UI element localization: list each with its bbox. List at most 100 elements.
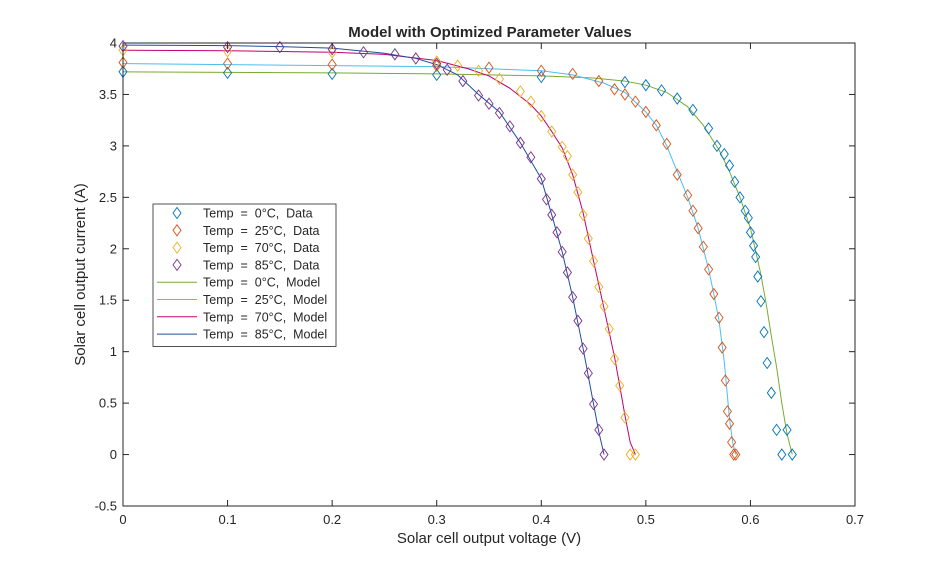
legend-entry: Temp = 85°C, Model: [203, 328, 327, 342]
legend-entry: Temp = 0°C, Model: [203, 276, 320, 290]
legend-box: [152, 203, 337, 347]
data-point: [759, 325, 769, 339]
y-tick-label: 4: [110, 36, 117, 51]
data-point: [442, 63, 452, 77]
data-point: [594, 74, 604, 88]
data-point: [494, 106, 505, 120]
data-point: [609, 352, 620, 366]
data-point: [583, 232, 593, 245]
data-point: [709, 287, 719, 301]
data-point: [223, 40, 233, 54]
y-tick-label: 0: [110, 447, 117, 462]
x-tick-label: 0.7: [846, 512, 864, 527]
legend-marker: [172, 241, 182, 254]
data-point: [651, 119, 661, 132]
data-point: [727, 435, 737, 449]
data-point: [772, 423, 782, 437]
x-tick-label: 0.3: [428, 512, 446, 527]
y-tick-label: 3: [110, 138, 117, 153]
data-point: [630, 448, 640, 461]
y-axis-label: Solar cell output current (A): [72, 183, 89, 366]
data-point: [432, 57, 442, 70]
data-point: [552, 226, 562, 239]
data-point: [541, 193, 552, 206]
data-point: [473, 64, 484, 78]
data-point: [753, 270, 763, 283]
series-layer: [118, 39, 797, 461]
y-tick-label: 2: [110, 241, 117, 256]
data-point: [568, 67, 578, 81]
x-tick-label: 0: [119, 512, 126, 527]
data-point: [536, 70, 546, 84]
data-point: [583, 367, 593, 380]
chart-title: Model with Optimized Parameter Values: [348, 24, 631, 41]
data-point: [735, 191, 745, 204]
legend-entry: Temp = 25°C, Model: [203, 293, 327, 307]
y-tick-label: -0.5: [95, 499, 117, 514]
data-point: [704, 263, 714, 276]
data-point: [641, 78, 651, 92]
data-point: [782, 423, 792, 437]
data-point: [714, 311, 724, 324]
data-point: [751, 250, 761, 264]
data-point: [787, 448, 797, 461]
data-point: [724, 159, 735, 172]
data-point: [730, 175, 740, 189]
data-point: [729, 448, 739, 461]
data-point: [458, 74, 468, 88]
data-point: [719, 147, 729, 161]
data-point: [704, 122, 714, 135]
data-point: [562, 149, 572, 163]
data-point: [724, 417, 735, 430]
data-point: [717, 341, 727, 354]
data-point: [743, 211, 753, 225]
data-point: [568, 290, 578, 304]
data-point: [620, 75, 630, 89]
y-tick-label: 2.5: [99, 190, 117, 205]
data-point: [536, 64, 546, 78]
data-point: [698, 240, 708, 253]
data-point: [536, 172, 546, 186]
data-point: [473, 89, 484, 102]
data-point: [609, 83, 620, 96]
y-tick-label: 3.5: [99, 87, 117, 102]
x-axis-label: Solar cell output voltage (V): [397, 530, 581, 547]
plot-frame: [122, 42, 856, 507]
data-point: [620, 411, 630, 424]
data-point: [432, 55, 442, 68]
data-point: [573, 314, 583, 328]
data-point: [578, 208, 588, 222]
data-point: [547, 208, 557, 222]
x-axis: 0 0.1 0.2 0.3 0.4 0.5 0.6 0.7: [119, 43, 864, 527]
data-point: [573, 185, 583, 199]
data-point: [749, 239, 759, 252]
data-point: [672, 92, 682, 105]
data-point: [327, 42, 337, 56]
data-point: [327, 67, 337, 81]
data-point: [766, 386, 776, 400]
data-point: [693, 221, 703, 235]
data-point: [756, 294, 766, 308]
data-point: [731, 448, 741, 461]
data-point: [505, 120, 515, 133]
legend: Temp = 0°C, Data Temp = 25°C, Data Temp = …: [152, 203, 337, 347]
data-point: [745, 226, 755, 239]
data-point: [432, 68, 442, 82]
y-tick-label: 1: [110, 344, 117, 359]
data-point: [494, 72, 505, 86]
data-point: [762, 356, 772, 370]
legend-entry: Temp = 25°C, Data: [203, 224, 320, 238]
data-point: [722, 405, 732, 418]
data-point: [327, 58, 337, 71]
data-point: [712, 139, 722, 153]
data-point: [662, 137, 672, 151]
data-point: [599, 300, 609, 313]
data-point: [223, 66, 233, 80]
data-point: [568, 168, 578, 181]
data-point: [484, 61, 494, 74]
data-point: [683, 189, 693, 202]
y-tick-label: 0.5: [99, 396, 117, 411]
data-point: [515, 136, 525, 150]
x-tick-label: 0.6: [741, 512, 759, 527]
data-point: [515, 85, 525, 98]
